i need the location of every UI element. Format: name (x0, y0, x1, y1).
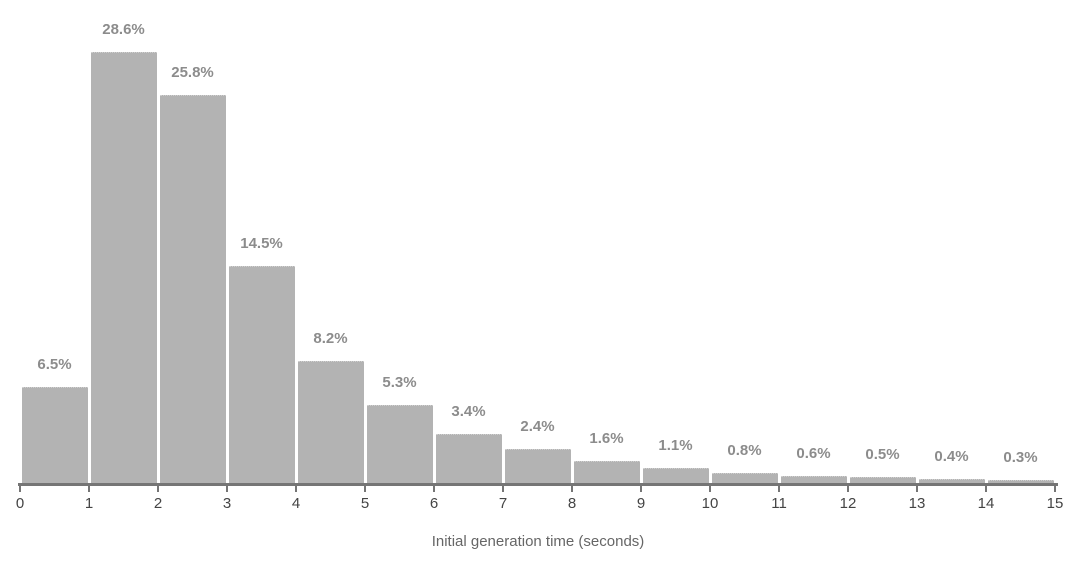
bar (90, 52, 157, 485)
x-tick-mark (502, 483, 504, 492)
x-tick-mark (778, 483, 780, 492)
x-tick-label: 6 (429, 495, 439, 512)
x-tick-label: 12 (839, 495, 857, 512)
bar (780, 476, 847, 485)
x-tick-label: 14 (977, 495, 995, 512)
bar-value-label: 1.6% (589, 430, 624, 447)
x-tick-label: 0 (15, 495, 25, 512)
bar-value-label: 0.4% (934, 448, 969, 465)
x-tick-label: 11 (771, 495, 787, 512)
x-tick-label: 4 (291, 495, 301, 512)
x-tick-mark (88, 483, 90, 492)
bar-value-label: 0.8% (727, 442, 762, 459)
bar (849, 477, 916, 485)
x-tick-label: 3 (222, 495, 232, 512)
x-tick-mark (433, 483, 435, 492)
bar (297, 361, 364, 485)
bar (159, 95, 226, 485)
bar (642, 468, 709, 485)
x-tick-mark (157, 483, 159, 492)
bar (21, 387, 88, 485)
bar (435, 434, 502, 485)
x-tick-label: 13 (908, 495, 926, 512)
bar-value-label: 2.4% (520, 418, 555, 435)
x-axis-title: Initial generation time (seconds) (431, 533, 645, 550)
x-tick-label: 7 (498, 495, 508, 512)
bar-value-label: 6.5% (37, 356, 72, 373)
bar-value-label: 0.5% (865, 446, 900, 463)
x-tick-mark (985, 483, 987, 492)
x-tick-label: 10 (701, 495, 719, 512)
x-axis-line (18, 483, 1058, 486)
plot-area: 6.5% 28.6% 25.8% 14.5% 8.2% 5.3% 3.4% 2.4% 1.6% 1… (20, 0, 1056, 485)
bar (366, 405, 433, 485)
bar-value-label: 0.6% (796, 445, 831, 462)
x-tick-label: 5 (360, 495, 370, 512)
x-tick-mark (847, 483, 849, 492)
bar-value-label: 8.2% (313, 330, 348, 347)
x-tick-label: 15 (1046, 495, 1064, 512)
bar-value-label: 28.6% (102, 21, 145, 38)
bar (573, 461, 640, 485)
bar-value-label: 5.3% (382, 374, 417, 391)
x-tick-mark (1054, 483, 1056, 492)
x-tick-label: 8 (567, 495, 577, 512)
x-tick-mark (19, 483, 21, 492)
x-tick-mark (571, 483, 573, 492)
bar (504, 449, 571, 485)
x-tick-mark (709, 483, 711, 492)
x-tick-mark (226, 483, 228, 492)
x-tick-mark (640, 483, 642, 492)
bar (918, 479, 985, 485)
x-tick-mark (364, 483, 366, 492)
bar-value-label: 3.4% (451, 403, 486, 420)
bar (711, 473, 778, 485)
x-tick-mark (916, 483, 918, 492)
x-tick-label: 9 (636, 495, 646, 512)
bar-value-label: 14.5% (240, 235, 283, 252)
x-tick-mark (295, 483, 297, 492)
x-tick-label: 2 (153, 495, 163, 512)
bar-value-label: 1.1% (658, 437, 693, 454)
x-tick-label: 1 (84, 495, 94, 512)
bar-value-label: 0.3% (1003, 449, 1038, 466)
bar (228, 266, 295, 485)
bar-value-label: 25.8% (171, 64, 214, 81)
bar (987, 480, 1054, 485)
